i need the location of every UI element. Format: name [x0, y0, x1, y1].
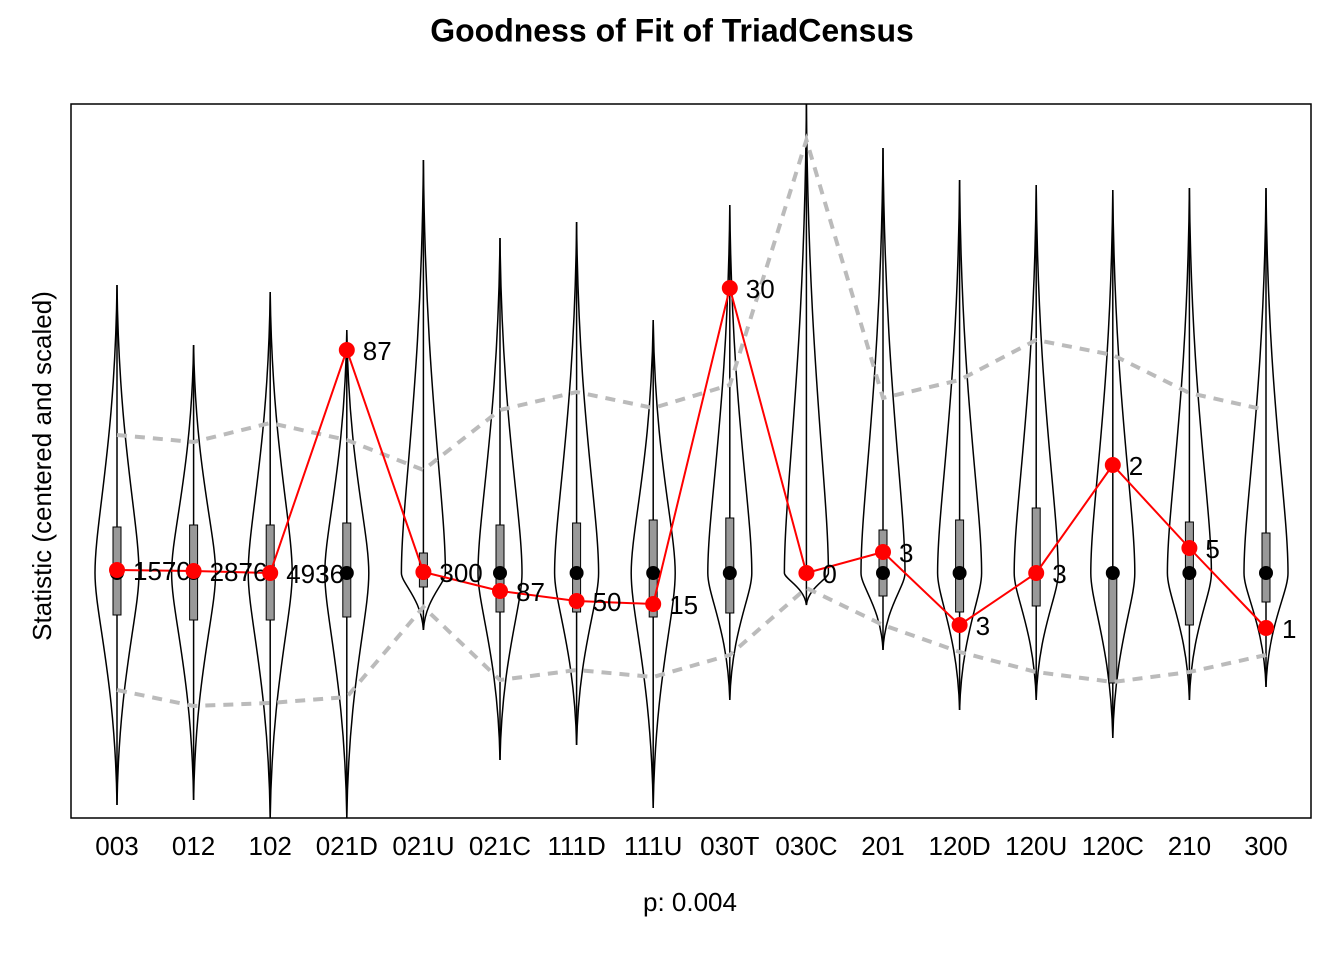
observed-label: 3	[899, 538, 913, 568]
x-tick-label: 120U	[1005, 831, 1067, 861]
observed-label: 1570	[133, 556, 191, 586]
box	[725, 517, 735, 614]
observed-point	[645, 596, 662, 612]
observed-point	[1181, 540, 1198, 556]
observed-label: 0	[822, 559, 836, 589]
x-tick-label: 012	[172, 831, 215, 861]
violin	[1013, 184, 1059, 701]
x-tick-label: 102	[249, 831, 292, 861]
median-dot	[339, 566, 354, 580]
observed-label: 50	[593, 587, 622, 617]
violin	[553, 221, 600, 746]
median-dot	[952, 566, 967, 580]
x-tick-label: 030T	[700, 831, 759, 861]
violin	[1243, 187, 1289, 688]
median-dot	[1259, 566, 1273, 580]
observed-point	[798, 565, 815, 581]
violin	[477, 237, 523, 761]
violin	[630, 319, 676, 809]
median-dot	[646, 566, 661, 580]
plot-frame	[70, 103, 1312, 819]
box	[1031, 507, 1041, 607]
observed-label: 4936	[286, 559, 344, 589]
median-dot	[722, 566, 737, 580]
x-tick-label: 021D	[316, 831, 378, 861]
observed-label: 3	[1052, 559, 1066, 589]
violin	[860, 147, 906, 651]
violin	[707, 204, 753, 701]
violin	[936, 179, 983, 711]
median-dot	[1105, 566, 1120, 580]
observed-label: 3	[976, 611, 990, 641]
violin	[247, 291, 293, 819]
observed-label: 87	[363, 336, 392, 366]
observed-label: 15	[669, 590, 698, 620]
median-dot	[1182, 566, 1197, 580]
violin	[1090, 189, 1136, 739]
observed-point	[721, 280, 738, 296]
observed-point	[109, 562, 125, 578]
observed-point	[262, 565, 279, 581]
observed-point	[951, 617, 968, 633]
band-line	[116, 133, 1267, 473]
observed-label: 2876	[210, 557, 268, 587]
box	[878, 529, 888, 597]
observed-label: 87	[516, 577, 545, 607]
median-dot	[569, 566, 584, 580]
observed-point	[185, 563, 202, 579]
observed-point	[492, 583, 508, 599]
violin	[1166, 187, 1213, 701]
observed-label: 30	[746, 274, 775, 304]
observed-label: 1	[1282, 614, 1296, 644]
observed-point	[1258, 620, 1274, 636]
observed-line	[116, 287, 1267, 629]
violin	[170, 344, 217, 801]
median-dot	[493, 566, 507, 580]
x-tick-label: 300	[1244, 831, 1287, 861]
x-tick-label: 021C	[469, 831, 531, 861]
observed-point	[1028, 565, 1045, 581]
violin	[400, 159, 447, 631]
observed-point	[568, 593, 585, 609]
observed-label: 300	[439, 558, 482, 588]
x-tick-label: 210	[1168, 831, 1211, 861]
observed-label: 2	[1129, 451, 1143, 481]
violin	[94, 284, 140, 806]
observed-point	[338, 342, 355, 358]
violin	[324, 329, 370, 819]
x-tick-label: 120D	[929, 831, 991, 861]
x-tick-label: 201	[861, 831, 904, 861]
x-tick-label: 120C	[1082, 831, 1144, 861]
violin	[783, 103, 830, 606]
x-axis-label: p: 0.004	[643, 887, 737, 917]
box	[1108, 577, 1118, 684]
x-tick-label: 021U	[392, 831, 454, 861]
observed-point	[875, 544, 891, 560]
observed-point	[415, 564, 432, 580]
x-tick-label: 111D	[547, 831, 605, 861]
band-line	[116, 585, 1267, 709]
x-tick-label: 003	[95, 831, 138, 861]
chart-title: Goodness of Fit of TriadCensus	[430, 12, 914, 48]
x-tick-label: 111U	[624, 831, 682, 861]
y-axis-label: Statistic (centered and scaled)	[27, 291, 57, 641]
median-dot	[876, 566, 890, 580]
x-tick-label: 030C	[775, 831, 837, 861]
observed-label: 5	[1205, 534, 1219, 564]
observed-point	[1104, 457, 1121, 473]
